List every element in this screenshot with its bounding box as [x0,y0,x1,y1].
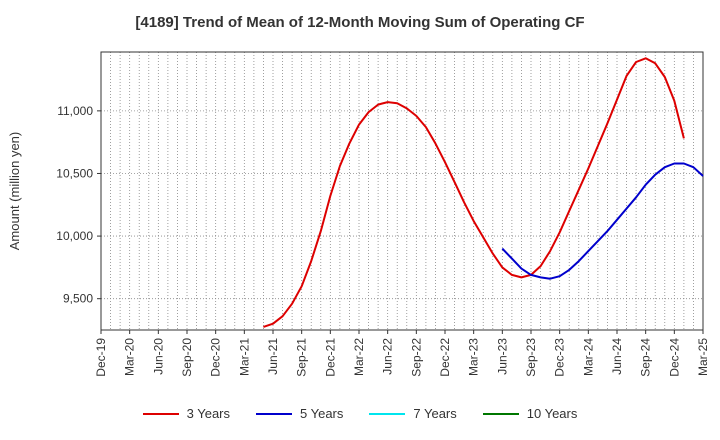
x-tick-label: Sep-21 [295,338,309,377]
y-tick-label: 11,000 [57,104,93,118]
x-tick-label: Dec-23 [553,338,567,377]
legend-label: 7 Years [413,406,457,421]
series-line-5-years [501,162,704,280]
legend-label: 10 Years [526,406,578,421]
y-tick-label: 10,500 [56,166,93,180]
legend-item: 7 Years [369,406,457,421]
series-group [263,57,704,328]
x-tick-label: Mar-25 [696,338,710,376]
legend-item: 5 Years [256,406,343,421]
x-tick-label: Sep-23 [524,338,538,377]
legend-item: 3 Years [142,406,230,421]
y-tick-label: 10,000 [56,229,93,243]
x-axis-ticks: Dec-19 Mar-20 Jun-20 Sep-20 Dec-20 Mar-21 Jun-… [94,330,710,377]
y-tick-label: 9,500 [63,292,93,306]
x-tick-label: Mar-22 [352,338,366,376]
x-tick-label: Jun-20 [151,338,165,375]
legend-item: 10 Years [482,406,578,421]
y-axis-label: Amount (million yen) [7,132,22,251]
legend-swatch [142,412,179,415]
x-tick-label: Dec-22 [438,338,452,377]
legend-label: 5 Years [300,406,344,421]
grid-lines [101,52,703,330]
legend-swatch [256,412,292,415]
plot-frame [100,51,704,331]
chart-title: [4189] Trend of Mean of 12-Month Moving … [135,14,585,31]
x-tick-label: Dec-24 [667,338,681,377]
x-tick-label: Jun-24 [610,338,624,375]
x-tick-label: Mar-20 [123,338,137,376]
x-tick-label: Sep-24 [639,338,653,377]
series-line-3-years [263,57,685,328]
x-tick-label: Jun-22 [381,338,395,375]
y-axis-ticks: 9,500 10,000 10,500 11,000 [56,104,101,306]
legend-label: 3 Years [186,406,230,421]
legend-swatch [369,412,406,415]
x-tick-label: Mar-21 [237,338,251,376]
x-tick-label: Jun-23 [495,338,509,375]
x-tick-label: Sep-20 [180,338,194,377]
legend-swatch [482,412,519,415]
x-tick-label: Dec-21 [323,338,337,377]
x-tick-label: Jun-21 [266,338,280,375]
x-tick-label: Mar-24 [581,338,595,376]
x-tick-label: Mar-23 [467,338,481,376]
x-tick-label: Dec-20 [209,338,223,377]
x-tick-label: Dec-19 [94,338,108,377]
x-tick-label: Sep-22 [409,338,423,377]
legend: 3 Years 5 Years 7 Years 10 Years [0,406,720,421]
